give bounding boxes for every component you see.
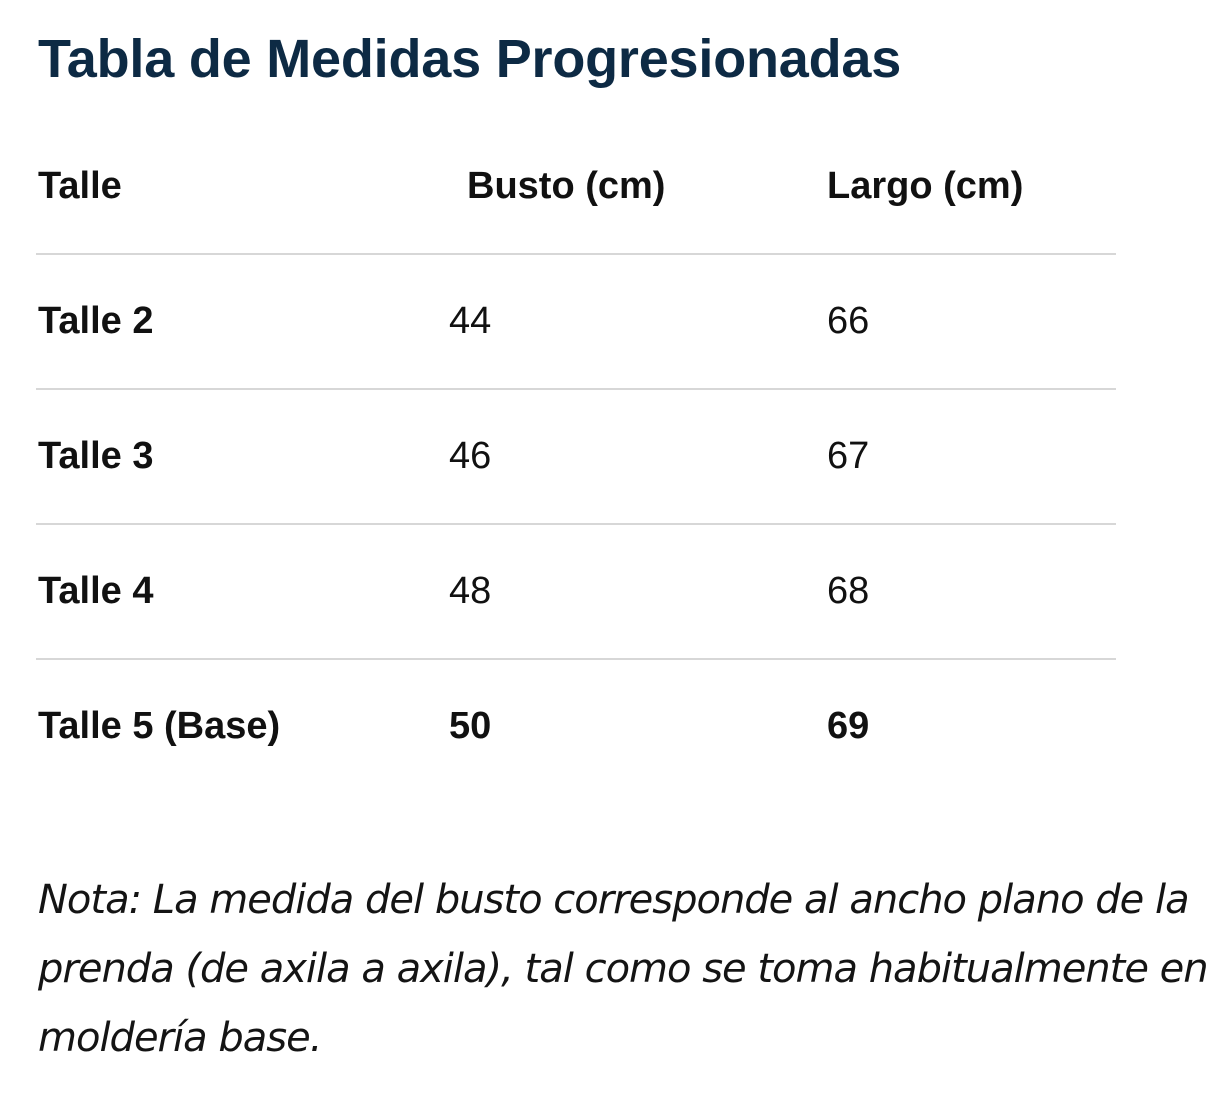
busto-cell: 46 — [449, 435, 492, 477]
table-row: Talle 2 44 66 — [36, 255, 1116, 390]
measurements-table: Talle Busto (cm) Largo (cm) Talle 2 44 6… — [36, 120, 1116, 795]
header-talle: Talle — [38, 165, 122, 207]
busto-cell: 48 — [449, 570, 492, 612]
footnote: Nota: La medida del busto corresponde al… — [38, 877, 1209, 1061]
talle-cell: Talle 5 (Base) — [38, 705, 281, 747]
largo-cell: 66 — [827, 300, 870, 342]
largo-cell: 68 — [827, 570, 870, 612]
largo-cell: 67 — [827, 435, 870, 477]
busto-cell: 44 — [449, 300, 492, 342]
talle-cell: Talle 3 — [38, 435, 154, 477]
table-row: Talle 3 46 67 — [36, 390, 1116, 525]
table-row: Talle 4 48 68 — [36, 525, 1116, 660]
talle-cell: Talle 2 — [38, 300, 154, 342]
header-largo: Largo (cm) — [827, 165, 1024, 207]
largo-cell: 69 — [827, 705, 870, 747]
header-busto: Busto (cm) — [467, 165, 666, 207]
page-title: Tabla de Medidas Progresionadas — [38, 29, 902, 89]
table-row-base: Talle 5 (Base) 50 69 — [36, 660, 1116, 795]
busto-cell: 50 — [449, 705, 492, 747]
table-header-row: Talle Busto (cm) Largo (cm) — [36, 120, 1116, 255]
talle-cell: Talle 4 — [38, 570, 154, 612]
